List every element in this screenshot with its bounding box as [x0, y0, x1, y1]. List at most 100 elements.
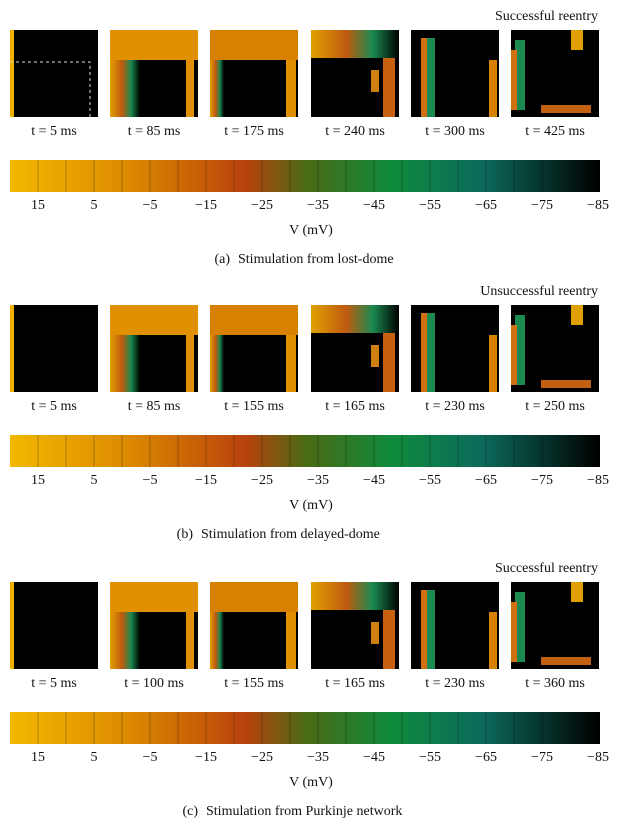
simulation-frame [110, 582, 198, 669]
outcome-label: Successful reentry [495, 9, 598, 24]
time-label: t = 360 ms [525, 676, 585, 691]
panel-caption: Stimulation from Purkinje network [206, 804, 402, 819]
colorbar-tick-label: −15 [195, 750, 217, 765]
wavefront [210, 582, 298, 612]
panel-label: (c) [182, 804, 198, 819]
dashed-guide [10, 61, 91, 117]
colorbar-tick-label: 5 [91, 198, 98, 213]
wavefront [10, 305, 14, 392]
time-label: t = 85 ms [128, 124, 181, 139]
colorbar-tick-label: −65 [475, 750, 497, 765]
wavefront [427, 313, 435, 392]
colorbar-tick-label: −15 [195, 198, 217, 213]
wavefront [541, 380, 591, 388]
wavefront [286, 612, 296, 669]
wavefront [515, 315, 525, 385]
wavefront [571, 30, 583, 50]
colorbar-tick-label: −85 [587, 198, 609, 213]
time-label: t = 230 ms [425, 399, 485, 414]
time-label: t = 5 ms [31, 124, 77, 139]
time-label: t = 175 ms [224, 124, 284, 139]
colorbar-tick-label: −25 [251, 473, 273, 488]
wavefront [10, 582, 14, 669]
wavefront [210, 60, 224, 117]
colorbar-tick-label: 15 [31, 750, 45, 765]
simulation-frame [210, 30, 298, 117]
simulation-frame [411, 30, 499, 117]
wavefront [110, 30, 198, 60]
wavefront [541, 105, 591, 113]
wavefront [489, 335, 497, 392]
wavefront [489, 612, 497, 669]
frame-background [10, 582, 98, 669]
colorbar-tick-label: −85 [587, 473, 609, 488]
simulation-frame [110, 30, 198, 117]
wavefront [110, 60, 140, 117]
wavefront [311, 30, 399, 58]
colorbar-tick-label: −55 [419, 473, 441, 488]
simulation-frame [311, 30, 399, 117]
simulation-frame [411, 305, 499, 392]
colorbar-tick-label: −35 [307, 750, 329, 765]
time-label: t = 5 ms [31, 399, 77, 414]
colorbar-tick-label: −25 [251, 750, 273, 765]
axis-label: V (mV) [289, 223, 333, 238]
wavefront [489, 60, 497, 117]
simulation-frame [511, 30, 599, 117]
axis-label: V (mV) [289, 498, 333, 513]
wavefront [186, 335, 194, 392]
colorbar-tick-label: −5 [143, 473, 158, 488]
colorbar-tick-label: −85 [587, 750, 609, 765]
colorbar-tick-label: −65 [475, 473, 497, 488]
wavefront [511, 50, 517, 110]
colorbar [10, 712, 600, 744]
wavefront [427, 38, 435, 117]
wavefront [210, 305, 298, 335]
colorbar-tick-label: 15 [31, 198, 45, 213]
wavefront [571, 305, 583, 325]
simulation-frame [311, 582, 399, 669]
simulation-frame [110, 305, 198, 392]
colorbar-tick-label: −55 [419, 198, 441, 213]
wavefront [186, 612, 194, 669]
time-label: t = 85 ms [128, 399, 181, 414]
time-label: t = 100 ms [124, 676, 184, 691]
colorbar [10, 435, 600, 467]
wavefront [383, 333, 395, 392]
wavefront [511, 602, 517, 662]
wavefront [110, 612, 140, 669]
frame-background [511, 305, 599, 392]
frame-background [511, 30, 599, 117]
colorbar-tick-label: −5 [143, 198, 158, 213]
time-label: t = 165 ms [325, 399, 385, 414]
time-label: t = 165 ms [325, 676, 385, 691]
colorbar-tick-label: −15 [195, 473, 217, 488]
colorbar-tick-label: −45 [363, 750, 385, 765]
wavefront [421, 313, 427, 392]
simulation-frame [511, 582, 599, 669]
frame-background [10, 305, 98, 392]
simulation-frame [311, 305, 399, 392]
simulation-frame [411, 582, 499, 669]
wavefront [210, 612, 224, 669]
outcome-label: Unsuccessful reentry [480, 284, 598, 299]
wavefront [427, 590, 435, 669]
colorbar-tick-label: −5 [143, 750, 158, 765]
wavefront [371, 622, 379, 644]
colorbar-tick-label: −45 [363, 198, 385, 213]
wavefront [210, 30, 298, 60]
colorbar-tick-label: −45 [363, 473, 385, 488]
frame-background [10, 30, 98, 117]
wavefront [186, 60, 194, 117]
axis-label: V (mV) [289, 775, 333, 790]
time-label: t = 155 ms [224, 676, 284, 691]
wavefront [421, 590, 427, 669]
wavefront [511, 325, 517, 385]
wavefront [371, 345, 379, 367]
wavefront [210, 335, 224, 392]
panel-label: (a) [214, 252, 230, 267]
wavefront [286, 60, 296, 117]
time-label: t = 300 ms [425, 124, 485, 139]
time-label: t = 230 ms [425, 676, 485, 691]
